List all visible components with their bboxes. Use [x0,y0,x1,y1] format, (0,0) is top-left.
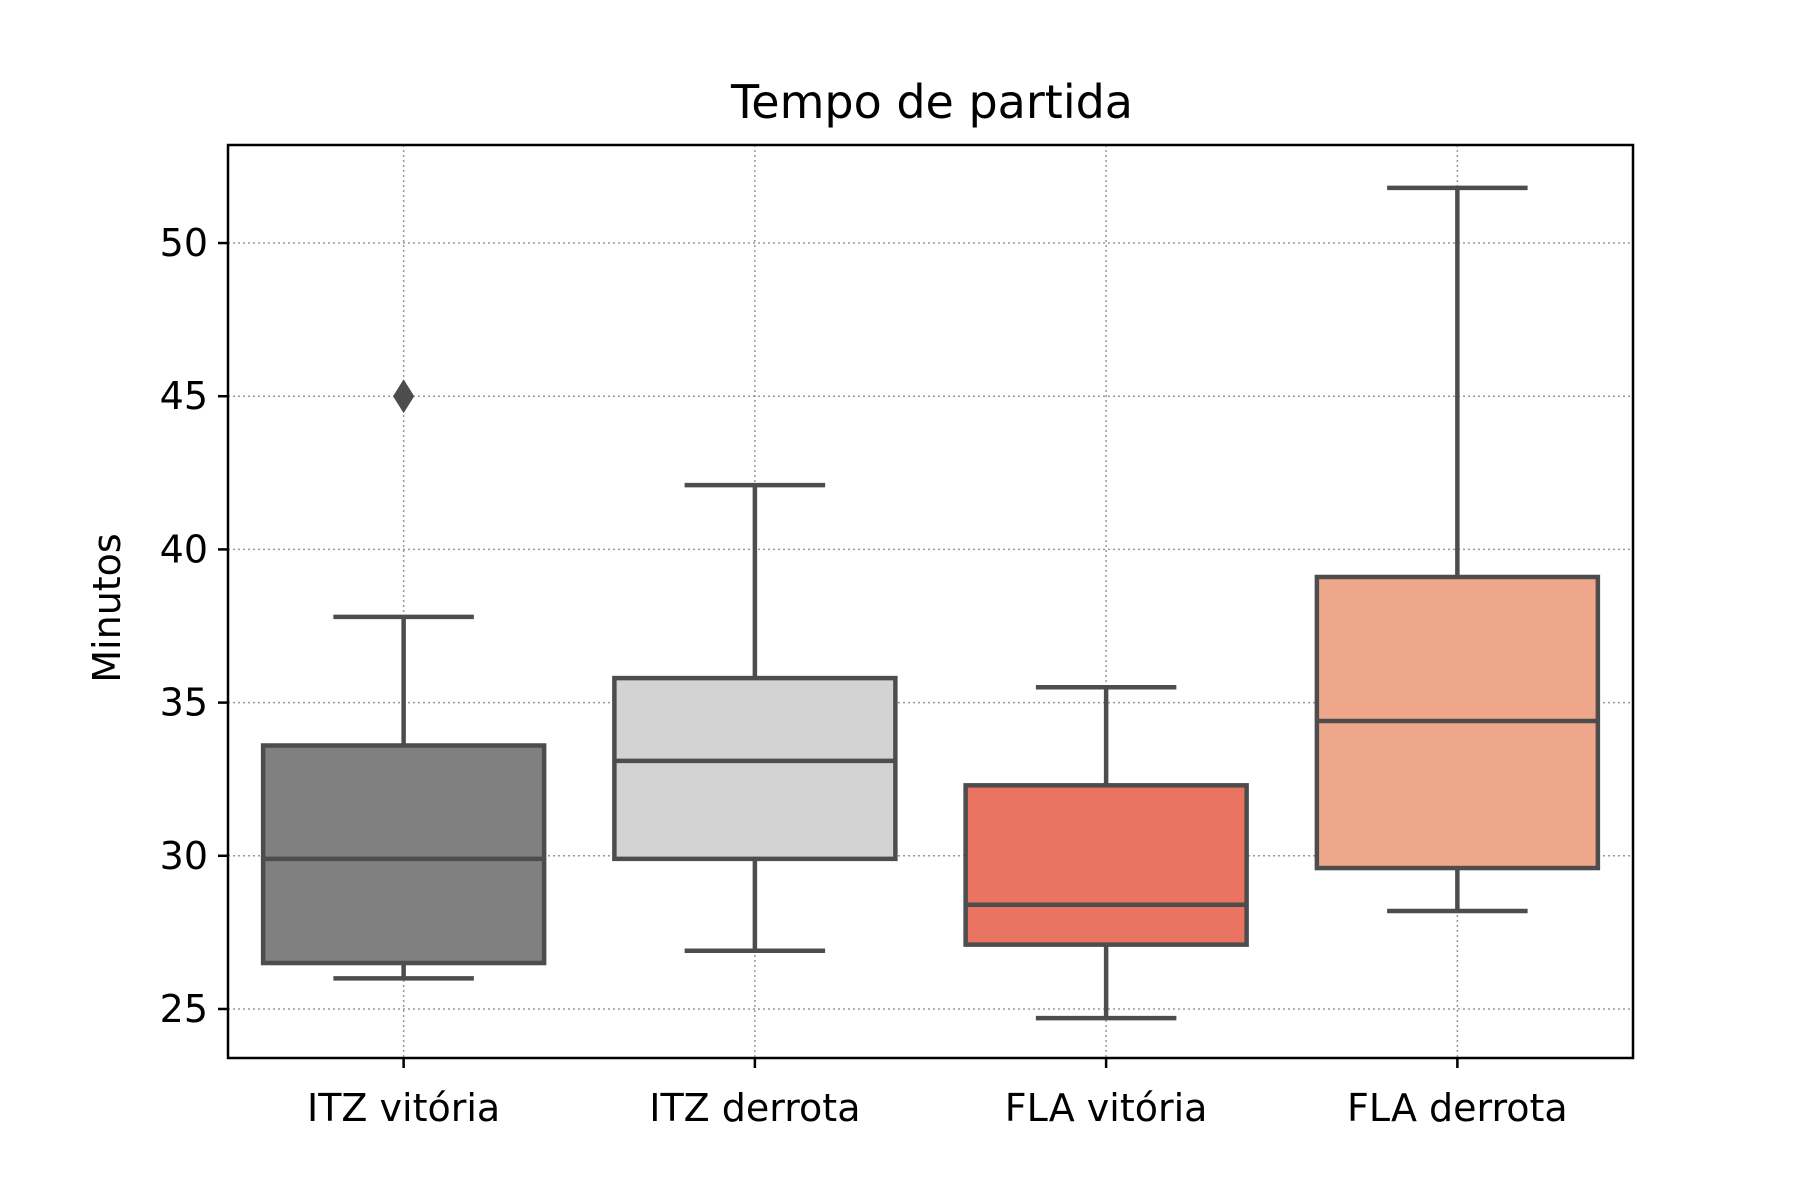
y-tick-label: 25 [160,987,208,1031]
box-iqr [963,783,1249,947]
box-3 [963,685,1249,1021]
box-iqr [260,743,547,966]
box-1 [260,379,547,981]
x-tick-label: FLA vitória [1005,1086,1208,1130]
boxes-group [260,185,1601,1021]
y-tick-label: 35 [160,681,208,725]
chart-title: Tempo de partida [730,75,1133,129]
x-tick-label: ITZ vitória [307,1086,500,1130]
x-tick-label: ITZ derrota [649,1086,860,1130]
x-tick-label: FLA derrota [1347,1086,1568,1130]
ticks-group: 25 30 35 40 45 50 ITZ vitória ITZ derrota FLA vi… [160,221,1568,1130]
outlier-marker [393,379,415,414]
y-axis-label: Minutos [85,533,129,682]
box-4 [1314,185,1601,914]
y-tick-label: 50 [160,221,208,265]
y-tick-label: 30 [160,834,208,878]
y-tick-label: 40 [160,527,208,571]
box-iqr [612,675,898,862]
plot-area-frame [226,143,1635,1060]
box-2 [612,482,898,954]
y-tick-label: 45 [160,374,208,418]
